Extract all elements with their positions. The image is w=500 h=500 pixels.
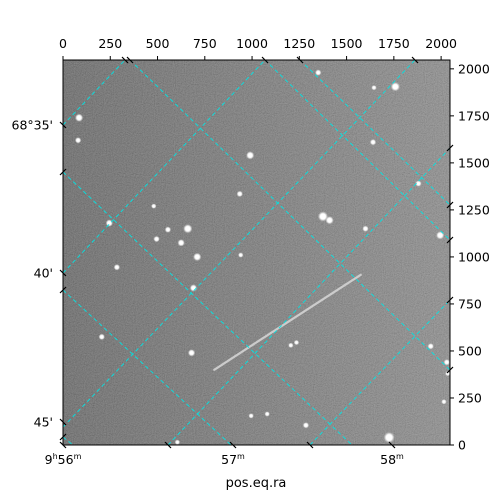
star: [191, 286, 196, 290]
grid-line: [63, 171, 353, 445]
dec-tick-label: 68°35': [12, 118, 54, 133]
star: [115, 265, 119, 269]
grid-line: [129, 60, 450, 371]
dec-tick: [59, 433, 67, 441]
star: [372, 86, 376, 89]
top-grid-marker: [261, 56, 269, 64]
dec-tick: [59, 269, 67, 277]
dec-tick: [59, 286, 67, 294]
star: [100, 335, 104, 339]
ra-tick: [229, 441, 237, 449]
right-tick-label: 1000: [458, 249, 490, 264]
ra-tick-label: 57m: [221, 452, 245, 467]
ra-tick: [59, 441, 67, 449]
right-grid-marker: [446, 201, 454, 209]
right-tick-label: 1250: [458, 202, 490, 217]
right-grid-marker: [446, 366, 454, 374]
dec-tick-label: 45': [34, 415, 53, 430]
right-tick-label: 750: [458, 296, 482, 311]
plot-frame: [62, 59, 451, 446]
star: [295, 341, 298, 344]
image-area: [63, 60, 450, 445]
star: [438, 233, 443, 238]
grid-line: [264, 60, 450, 241]
top-tick-label: 1750: [378, 36, 410, 51]
star: [327, 218, 332, 223]
star: [248, 153, 253, 158]
top-tick-label: 250: [98, 36, 122, 51]
star: [239, 253, 242, 257]
star: [417, 182, 420, 185]
ra-tick: [388, 441, 396, 449]
grid-line: [63, 60, 416, 428]
star: [289, 344, 292, 347]
star: [76, 138, 80, 142]
ra-tick-label: 9h56m: [45, 452, 82, 467]
star: [266, 412, 269, 416]
star: [392, 84, 398, 90]
right-tick-label: 1750: [458, 108, 490, 123]
right-grid-marker: [446, 236, 454, 244]
top-grid-marker: [126, 56, 134, 64]
star: [155, 237, 158, 241]
top-tick-label: 2000: [425, 36, 457, 51]
star: [429, 344, 433, 348]
grid-line: [63, 436, 74, 445]
star: [176, 441, 179, 444]
star: [371, 140, 375, 144]
star: [76, 115, 82, 120]
top-tick-label: 750: [193, 36, 217, 51]
star: [166, 228, 170, 232]
star: [304, 423, 308, 427]
grid-line: [63, 60, 126, 126]
grid-line: [167, 147, 450, 445]
axes-layer: 0 250 500 750 1000 1250 1500 1750 2000 0 250 500 750…: [12, 36, 490, 467]
top-tick-label: 1000: [236, 36, 268, 51]
star: [445, 360, 449, 364]
top-grid-marker: [296, 56, 304, 64]
star: [250, 414, 253, 417]
star: [179, 241, 183, 245]
star: [385, 434, 393, 441]
ra-tick: [306, 441, 314, 449]
dec-tick: [59, 418, 67, 426]
right-tick-label: 250: [458, 390, 482, 405]
top-tick-label: 1250: [283, 36, 315, 51]
right-grid-marker: [446, 296, 454, 304]
right-tick-label: 2000: [458, 61, 490, 76]
satellite-streak-layer: [213, 273, 362, 371]
ra-tick: [164, 441, 172, 449]
right-tick-label: 1500: [458, 155, 490, 170]
right-tick-label: 500: [458, 343, 482, 358]
star: [364, 227, 367, 231]
dec-tick: [59, 168, 67, 176]
ra-tick-label: 58m: [380, 452, 404, 467]
star: [238, 192, 242, 196]
right-grid-marker: [446, 144, 454, 152]
x-axis-title: pos.eq.ra: [226, 476, 287, 491]
grid-line: [309, 299, 450, 445]
image-noise: [63, 60, 450, 445]
star: [185, 226, 191, 232]
top-tick-label: 0: [59, 36, 67, 51]
top-tick-label: 1500: [331, 36, 363, 51]
star: [320, 213, 326, 220]
star: [195, 254, 200, 260]
top-tick-label: 500: [146, 36, 170, 51]
right-tick-label: 0: [458, 438, 466, 453]
star: [316, 71, 320, 75]
dec-tick-label: 40': [34, 266, 53, 281]
star: [152, 205, 155, 208]
star: [107, 221, 112, 225]
top-grid-marker: [411, 56, 419, 64]
coordinate-grid: [63, 60, 450, 445]
dec-tick: [59, 121, 67, 129]
satellite-streak: [213, 273, 362, 371]
star: [189, 351, 194, 355]
grid-line: [63, 289, 232, 445]
stars-layer: [74, 69, 450, 445]
top-grid-marker: [121, 56, 129, 64]
star: [442, 400, 446, 403]
